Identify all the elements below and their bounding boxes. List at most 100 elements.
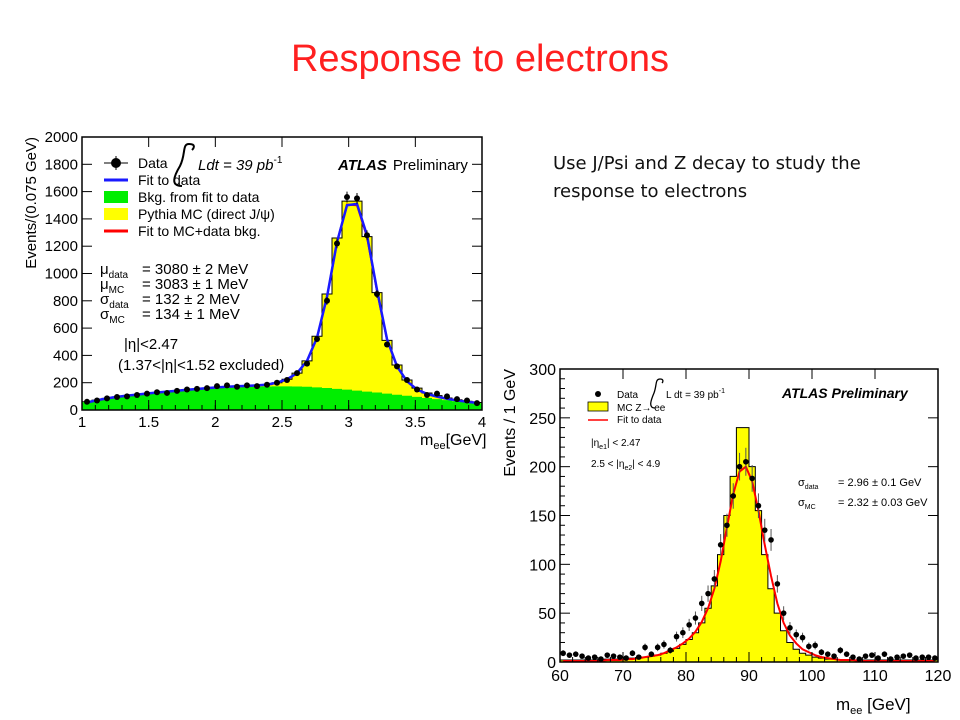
jpsi-y-tick-label: 1400 — [45, 211, 78, 228]
jpsi-x-axis-label-sub: ee — [433, 440, 445, 452]
slide-note: Use J/Psi and Z decay to study the respo… — [553, 153, 861, 202]
z-data-point — [566, 652, 573, 658]
z-fit-symbol: σ — [798, 477, 805, 489]
z-x-tick-label: 100 — [799, 668, 826, 685]
jpsi-fit-symbol: μ — [100, 261, 109, 278]
jpsi-x-tick-label: 2 — [211, 414, 219, 431]
z-x-axis-label-m: m — [836, 695, 850, 714]
jpsi-data-point — [104, 395, 110, 402]
jpsi-x-tick-label: 1 — [78, 414, 86, 431]
z-cut: |ηe1| < 2.47 — [591, 438, 641, 451]
z-data-point — [604, 652, 611, 658]
z-cut-post: | < 2.47 — [607, 438, 641, 449]
z-y-tick-label: 150 — [529, 509, 556, 526]
z-data-point — [610, 653, 617, 659]
jpsi-data-point — [354, 195, 360, 202]
z-data-point — [913, 655, 919, 661]
jpsi-data-point — [334, 240, 340, 247]
z-fit-subscript: data — [805, 484, 819, 491]
jpsi-y-tick-label: 1000 — [45, 266, 78, 283]
z-cut-pre: |η — [591, 438, 599, 449]
jpsi-atlas-prelim: Preliminary — [393, 157, 469, 174]
z-fit-subscript: MC — [805, 504, 816, 511]
jpsi-lumi-value: Ldt = 39 pb — [198, 157, 273, 174]
jpsi-fit-subscript: data — [109, 270, 129, 281]
z-data-point — [768, 537, 774, 543]
jpsi-eta-exclusion: (1.37<|η|<1.52 excluded) — [118, 357, 284, 374]
jpsi-fit-result: μdata — [100, 261, 129, 281]
jpsi-data-point — [264, 381, 270, 388]
z-data-point — [925, 654, 932, 660]
jpsi-y-tick-label: 200 — [53, 375, 78, 392]
z-data-point — [661, 641, 667, 648]
z-data-point — [572, 651, 579, 657]
z-y-tick-label: 50 — [538, 606, 556, 623]
z-data-point — [598, 656, 604, 662]
jpsi-y-axis-label: Events/(0.075 GeV) — [23, 137, 40, 269]
z-legend-fit: Fit to data — [617, 415, 662, 426]
z-integral-sign — [650, 378, 664, 409]
jpsi-data-point — [234, 383, 240, 390]
z-data-point — [736, 463, 743, 470]
z-data-point — [932, 655, 938, 661]
jpsi-data-point — [424, 391, 430, 398]
jpsi-data-point — [374, 290, 380, 297]
jpsi-data-point — [194, 385, 200, 392]
z-fit-result: σMC — [798, 497, 816, 511]
z-y-tick-label: 100 — [529, 557, 556, 574]
z-lumi-label: L dt = 39 pb-1 — [666, 388, 725, 401]
jpsi-fit-result: μMC — [100, 276, 124, 296]
jpsi-data-point — [414, 386, 420, 393]
jpsi-data-point — [94, 397, 100, 404]
jpsi-y-tick-label: 1200 — [45, 238, 78, 255]
slide-title: Response to electrons — [290, 38, 670, 80]
z-data-point — [862, 653, 869, 659]
z-data-point — [906, 652, 913, 658]
z-data-point — [623, 655, 629, 661]
jpsi-fit-subscript: data — [109, 300, 129, 311]
jpsi-data-point — [284, 376, 290, 383]
z-cut: 2.5 < |ηe2| < 4.9 — [591, 459, 661, 472]
z-data-point — [824, 651, 831, 657]
z-data-point — [591, 654, 598, 660]
z-x-tick-label: 120 — [925, 668, 952, 685]
jpsi-legend-bkg-swatch — [104, 191, 128, 203]
z-data-point — [780, 610, 787, 616]
z-y-tick-label: 0 — [547, 655, 556, 672]
z-data-point — [812, 642, 818, 649]
z-data-point — [749, 475, 755, 482]
z-data-point — [799, 634, 806, 641]
jpsi-data-point — [224, 382, 230, 389]
jpsi-data-point — [134, 391, 140, 398]
z-data-point — [711, 576, 718, 582]
z-x-tick-label: 110 — [862, 668, 888, 685]
z-data-point — [761, 527, 768, 533]
jpsi-data-point — [304, 360, 310, 367]
z-data-point — [787, 625, 793, 631]
jpsi-fit-value: = 132 ± 2 MeV — [142, 291, 240, 308]
z-data-point — [743, 458, 749, 465]
z-data-point — [856, 656, 863, 662]
z-fit-symbol: σ — [798, 497, 805, 509]
z-data-point — [617, 654, 623, 660]
z-legend-mc: MC Z→ ee — [617, 403, 666, 414]
jpsi-data-point — [434, 390, 440, 397]
z-data-point — [717, 542, 724, 548]
jpsi-data-point — [144, 390, 150, 397]
z-data-point — [919, 654, 926, 660]
z-x-tick-label: 80 — [677, 668, 695, 685]
jpsi-fit-symbol: σ — [100, 291, 110, 308]
z-cut-sub: e2 — [624, 465, 632, 472]
z-data-point — [869, 652, 875, 658]
z-data-point — [774, 581, 781, 587]
z-data-point — [894, 654, 900, 660]
jpsi-x-axis-label: mee[GeV] — [420, 432, 486, 452]
z-data-point — [680, 629, 686, 636]
jpsi-data-point — [394, 363, 400, 370]
z-data-point — [837, 647, 844, 654]
z-data-point — [881, 651, 888, 657]
z-y-tick-label: 200 — [529, 460, 556, 477]
z-data-point — [560, 650, 566, 657]
